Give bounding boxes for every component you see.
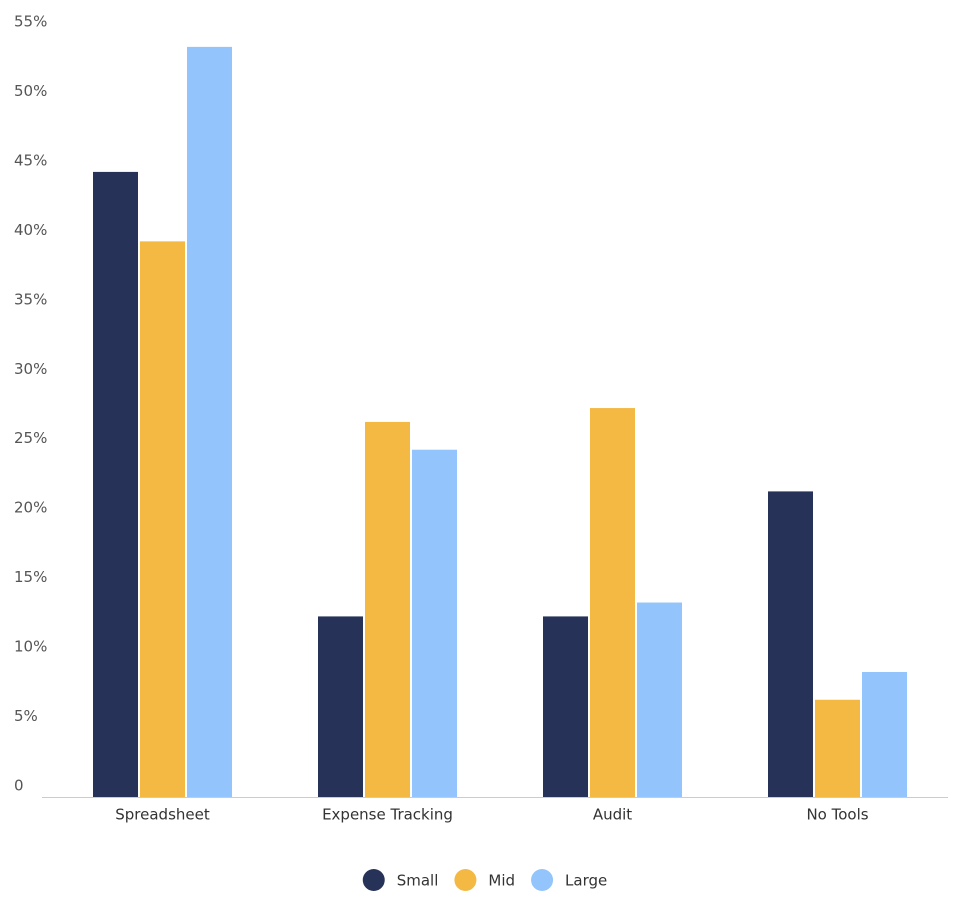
bar (140, 241, 185, 797)
x-tick-label: Audit (593, 806, 632, 824)
y-tick-label: 45% (14, 151, 47, 169)
y-tick-label: 55% (14, 13, 47, 31)
y-tick-label: 40% (14, 221, 47, 239)
bar (637, 602, 682, 797)
legend-label: Large (565, 872, 607, 890)
y-tick-label: 30% (14, 360, 47, 378)
x-tick-label: Spreadsheet (115, 806, 210, 824)
bar (412, 449, 457, 797)
y-tick-label: 20% (14, 499, 47, 517)
bar (815, 699, 860, 797)
legend-marker (362, 869, 385, 891)
bar (318, 616, 363, 797)
legend-label: Small (397, 872, 439, 890)
legend-marker (531, 869, 554, 891)
bar (187, 46, 232, 797)
bar (93, 171, 138, 798)
bar (590, 408, 635, 797)
bar (768, 491, 813, 797)
y-tick-label: 5% (14, 707, 38, 725)
y-tick-label: 35% (14, 290, 47, 308)
x-tick-label: No Tools (806, 806, 868, 824)
y-tick-label: 15% (14, 568, 47, 586)
bar (543, 616, 588, 797)
legend-label: Mid (488, 872, 515, 890)
y-tick-label: 0 (14, 777, 24, 795)
x-tick-label: Expense Tracking (322, 806, 453, 824)
bar (862, 671, 907, 797)
legend-marker (454, 869, 477, 891)
y-tick-label: 50% (14, 82, 47, 100)
y-tick-label: 10% (14, 638, 47, 656)
y-tick-label: 25% (14, 429, 47, 447)
bar (365, 421, 410, 797)
